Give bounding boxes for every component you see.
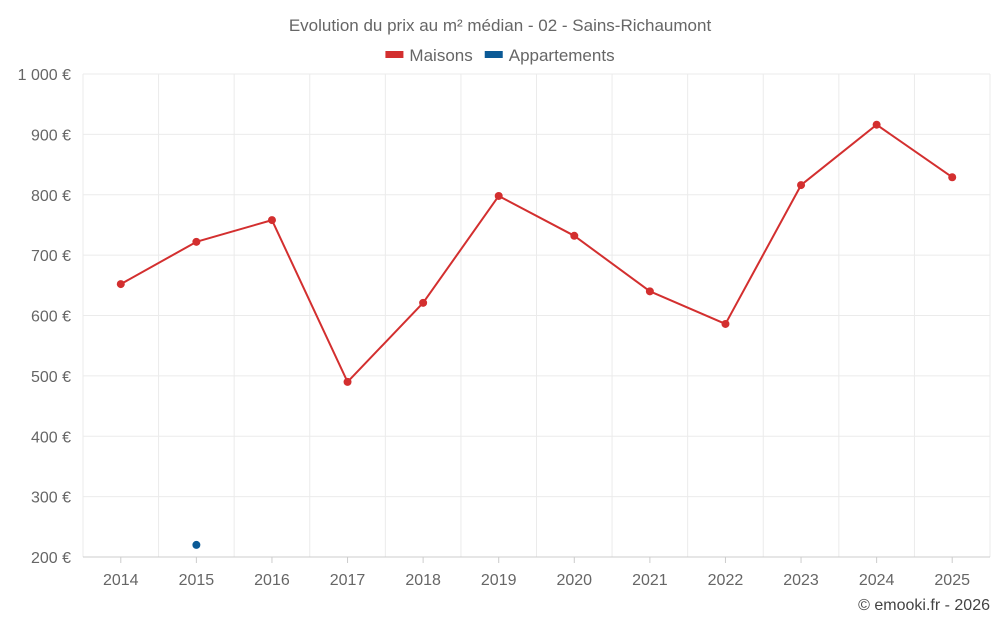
series-line-maisons (120, 123, 953, 383)
data-point-maisons[interactable] (797, 181, 806, 190)
x-tick-label: 2024 (859, 572, 895, 589)
data-point-maisons[interactable] (570, 231, 579, 240)
legend-swatch (385, 51, 404, 58)
y-tick-label: 600 € (31, 309, 71, 326)
data-point-maisons[interactable] (192, 237, 201, 246)
x-tick-label: 2021 (632, 572, 668, 589)
x-tick-label: 2023 (783, 572, 819, 589)
chart-title: Evolution du prix au m² médian - 02 - Sa… (289, 16, 712, 35)
x-tick-label: 2019 (481, 572, 517, 589)
legend-label: Maisons (409, 46, 472, 65)
axes: 200 € 300 € 400 € 500 € 600 € 700 € 800 € 900 €… (18, 67, 990, 589)
legend-item-appartements[interactable]: Appartements (484, 46, 615, 65)
data-point-maisons[interactable] (721, 319, 730, 328)
legend-label: Appartements (509, 46, 615, 65)
y-tick-label: 200 € (31, 550, 71, 567)
x-tick-label: 2022 (708, 572, 744, 589)
y-tick-label: 500 € (31, 369, 71, 386)
data-point-maisons[interactable] (645, 287, 654, 296)
data-point-maisons[interactable] (948, 173, 957, 182)
data-point-maisons[interactable] (116, 280, 125, 289)
x-tick-label: 2018 (405, 572, 441, 589)
y-tick-label: 300 € (31, 490, 71, 507)
data-point-maisons[interactable] (494, 191, 503, 200)
data-point-maisons[interactable] (419, 298, 428, 307)
y-tick-label: 400 € (31, 429, 71, 446)
legend-swatch (484, 51, 503, 58)
y-tick-label: 900 € (31, 127, 71, 144)
x-tick-label: 2014 (103, 572, 139, 589)
data-point-maisons[interactable] (872, 120, 881, 129)
y-tick-label: 1 000 € (18, 67, 71, 84)
grid (82, 73, 991, 558)
x-tick-label: 2017 (330, 572, 366, 589)
credit-text: © emooki.fr - 2026 (858, 597, 990, 614)
x-tick-label: 2015 (179, 572, 215, 589)
y-tick-label: 800 € (31, 188, 71, 205)
data-point-appartements[interactable] (192, 540, 201, 549)
series (116, 120, 957, 549)
legend[interactable]: Maisons Appartements (385, 46, 615, 65)
legend-item-maisons[interactable]: Maisons (385, 46, 473, 65)
x-tick-label: 2020 (556, 572, 592, 589)
x-tick-label: 2016 (254, 572, 290, 589)
data-point-maisons[interactable] (343, 377, 352, 386)
data-point-maisons[interactable] (267, 216, 276, 225)
x-tick-label: 2025 (934, 572, 970, 589)
y-tick-label: 700 € (31, 248, 71, 265)
